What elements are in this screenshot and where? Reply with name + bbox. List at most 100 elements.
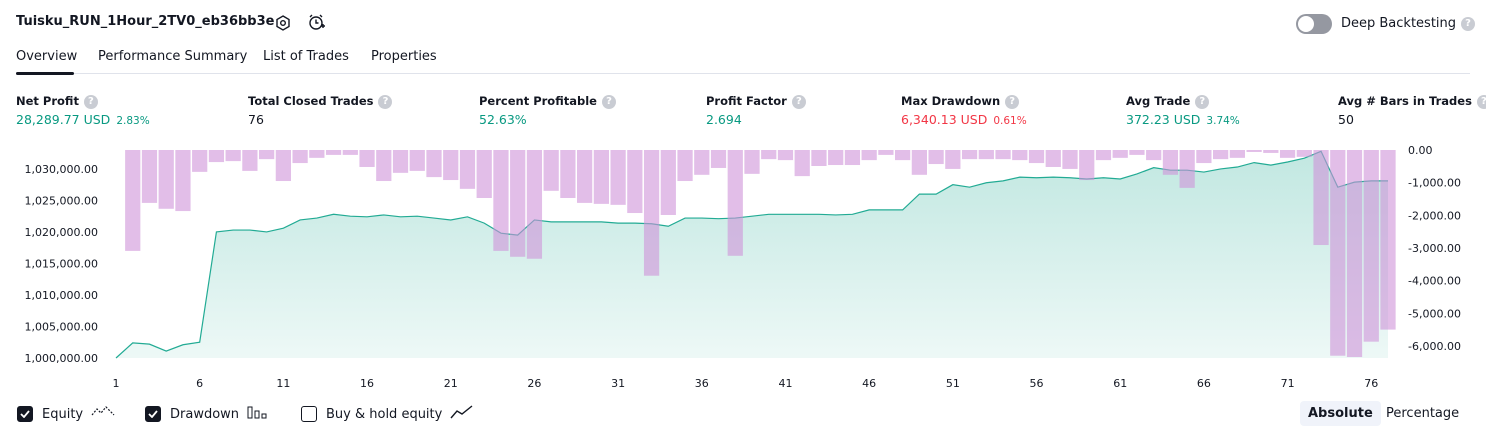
drawdown-bar <box>627 150 643 214</box>
metric-label-text: Profit Factor <box>706 94 787 108</box>
x-tick-label: 71 <box>1281 377 1295 390</box>
y-tick-label: 1,015,000.00 <box>25 257 98 270</box>
drawdown-bar <box>861 150 877 161</box>
help-icon[interactable]: ? <box>1005 95 1020 109</box>
x-tick-label: 66 <box>1197 377 1211 390</box>
y2-tick-label: -1,000.00 <box>1408 177 1461 190</box>
drawdown-bar <box>878 150 894 155</box>
drawdown-bar <box>1380 150 1396 330</box>
drawdown-bar <box>208 150 225 163</box>
drawdown-bar <box>192 150 208 172</box>
help-icon[interactable]: ? <box>1195 95 1210 109</box>
legend-item[interactable]: Equity <box>17 404 115 424</box>
drawdown-bar <box>309 150 325 158</box>
tab[interactable]: Overview <box>16 49 78 64</box>
drawdown-bar <box>995 150 1011 160</box>
drawdown-bar <box>1279 150 1296 158</box>
drawdown-bar <box>175 150 191 212</box>
drawdown-bar <box>459 150 476 189</box>
metric-value-text: 2.694 <box>706 112 742 127</box>
drawdown-bar <box>426 150 442 178</box>
metric-extra: 3.74% <box>1206 115 1240 127</box>
tab[interactable]: List of Trades <box>263 49 349 64</box>
drawdown-bar <box>1296 150 1312 157</box>
drawdown-bar <box>744 150 760 174</box>
drawdown-bar <box>895 150 911 161</box>
tab[interactable]: Properties <box>371 49 437 64</box>
drawdown-bar <box>1095 150 1112 161</box>
drawdown-bar <box>392 150 409 173</box>
mode-button[interactable]: Absolute <box>1300 401 1381 426</box>
drawdown-bar <box>1229 150 1245 158</box>
drawdown-bar <box>526 150 543 259</box>
settings-icon[interactable] <box>274 14 292 32</box>
x-tick-label: 31 <box>611 377 625 390</box>
x-tick-label: 26 <box>527 377 541 390</box>
metric-label: Profit Factor? <box>706 94 806 109</box>
drawdown-bar <box>978 150 994 160</box>
y2-tick-label: -6,000.00 <box>1408 340 1461 353</box>
legend-icon <box>450 404 474 424</box>
metric-label-text: Max Drawdown <box>901 94 1001 108</box>
drawdown-bar <box>1129 150 1145 155</box>
drawdown-bar <box>292 150 308 164</box>
drawdown-bar <box>794 150 810 177</box>
drawdown-bar <box>1028 150 1045 164</box>
drawdown-bar <box>660 150 676 215</box>
x-tick-label: 16 <box>360 377 374 390</box>
drawdown-bar <box>1263 150 1279 153</box>
help-icon[interactable]: ? <box>601 95 616 109</box>
metric-label-text: Net Profit <box>16 94 79 108</box>
drawdown-bar <box>242 150 258 171</box>
metric-label: Total Closed Trades? <box>248 94 393 109</box>
help-icon[interactable]: ? <box>1476 95 1486 109</box>
x-tick-label: 21 <box>444 377 458 390</box>
legend-item[interactable]: Drawdown <box>145 404 269 424</box>
drawdown-bar <box>543 150 559 191</box>
metric-label-text: Avg Trade <box>1126 94 1191 108</box>
drawdown-bar <box>593 150 609 204</box>
metric-value: 6,340.13 USD 0.61% <box>901 112 1027 127</box>
metric-value-text: 76 <box>248 112 264 127</box>
x-tick-label: 51 <box>946 377 960 390</box>
metric-value-text: 28,289.77 USD <box>16 112 111 127</box>
drawdown-bar <box>777 150 794 161</box>
x-tick-label: 11 <box>276 377 290 390</box>
drawdown-bar <box>510 150 526 257</box>
y2-tick-label: -3,000.00 <box>1408 242 1461 255</box>
help-icon[interactable]: ? <box>83 95 98 109</box>
drawdown-bar <box>911 150 927 175</box>
checkbox[interactable] <box>145 406 161 422</box>
drawdown-bar <box>1045 150 1061 167</box>
help-icon[interactable]: ? <box>378 95 393 109</box>
drawdown-bar <box>1179 150 1195 188</box>
x-tick-label: 36 <box>695 377 709 390</box>
legend-icon-svg <box>91 406 115 416</box>
y-tick-label: 1,030,000.00 <box>25 163 98 176</box>
drawdown-bar <box>376 150 392 182</box>
mode-button[interactable]: Percentage <box>1386 406 1460 421</box>
deep-backtesting-toggle[interactable] <box>1296 14 1332 34</box>
drawdown-bar <box>945 150 961 169</box>
chart: 1,000,000.00 1,005,000.00 1,010,000.00 1,01… <box>25 144 1461 390</box>
equity-area <box>116 151 1388 358</box>
checkbox[interactable] <box>17 406 33 422</box>
help-icon[interactable]: ? <box>1461 17 1476 31</box>
y-tick-label: 1,025,000.00 <box>25 194 98 207</box>
y-tick-label: 1,005,000.00 <box>25 320 98 333</box>
tab-divider <box>16 73 1470 74</box>
drawdown-bar <box>1112 150 1128 158</box>
metric-value: 28,289.77 USD 2.83% <box>16 112 150 127</box>
metric-value-text: 372.23 USD <box>1126 112 1201 127</box>
metric-value: 52.63% <box>479 112 527 127</box>
tab[interactable]: Performance Summary <box>98 49 248 64</box>
drawdown-bar <box>577 150 593 203</box>
legend-item[interactable]: Buy & hold equity <box>301 404 474 424</box>
help-icon[interactable]: ? <box>791 95 806 109</box>
legend-label: Buy & hold equity <box>326 406 443 422</box>
alert-icon[interactable] <box>307 13 327 33</box>
legend-icon <box>247 404 269 424</box>
checkbox[interactable] <box>301 406 317 422</box>
drawdown-bar <box>694 150 710 175</box>
